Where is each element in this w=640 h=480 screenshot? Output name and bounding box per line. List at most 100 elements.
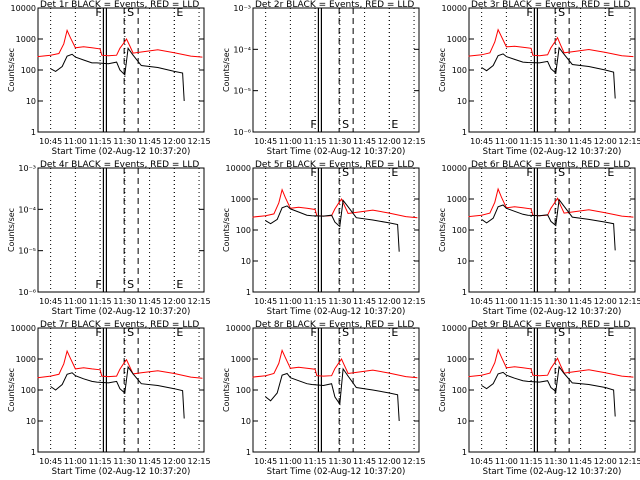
x-tick-label: 11:45: [569, 457, 592, 466]
x-tick-label: 11:00: [64, 457, 87, 466]
x-axis-label: Start Time (02-Aug-12 10:37:20): [267, 147, 406, 157]
x-tick-label: 11:45: [138, 137, 161, 146]
y-tick-label: 10⁻⁶: [18, 288, 36, 297]
marker-F-label: F: [526, 326, 532, 339]
series-lld-line: [468, 348, 634, 378]
marker-F-label: F: [95, 278, 101, 291]
y-tick-label: 1: [31, 128, 36, 137]
x-tick-label: 10:45: [254, 457, 277, 466]
plot-frame: [37, 7, 205, 133]
marker-E-label: E: [391, 118, 398, 131]
marker-E-label: E: [391, 166, 398, 179]
y-tick-label: 10000: [11, 324, 36, 333]
marker-S-label: S: [558, 166, 565, 179]
x-axis-label: Start Time (02-Aug-12 10:37:20): [52, 467, 191, 477]
y-tick-label: 10000: [11, 4, 36, 13]
chart-title: Det 2r BLACK = Events, RED = LLD: [255, 0, 414, 10]
x-tick-label: 12:15: [619, 297, 640, 306]
marker-S-label: S: [342, 166, 349, 179]
x-tick-label: 11:30: [113, 297, 136, 306]
chart-title: Det 6r BLACK = Events, RED = LLD: [471, 160, 630, 170]
y-tick-label: 1000: [447, 195, 467, 204]
x-axis-label: Start Time (02-Aug-12 10:37:20): [483, 307, 622, 317]
x-tick-label: 11:00: [64, 137, 87, 146]
y-tick-label: 100: [452, 66, 467, 75]
x-axis-label: Start Time (02-Aug-12 10:37:20): [267, 467, 406, 477]
x-axis-label: Start Time (02-Aug-12 10:37:20): [483, 147, 622, 157]
y-axis-label: Counts/sec: [222, 208, 231, 252]
y-tick-label: 1: [31, 448, 36, 457]
x-axis-label: Start Time (02-Aug-12 10:37:20): [52, 147, 191, 157]
x-tick-label: 11:15: [304, 137, 327, 146]
x-tick-label: 12:00: [594, 457, 617, 466]
marker-S-label: S: [127, 6, 134, 19]
x-tick-label: 11:45: [353, 137, 376, 146]
x-tick-label: 11:15: [520, 137, 543, 146]
series-events-line: [50, 365, 185, 419]
marker-E-label: E: [176, 6, 183, 19]
x-tick-label: 11:45: [138, 297, 161, 306]
x-tick-label: 11:45: [569, 137, 592, 146]
x-tick-label: 11:15: [520, 457, 543, 466]
chart-panel-8: Det 8r BLACK = Events, RED = LLD 10:45 11:…: [222, 320, 426, 477]
x-tick-label: 12:15: [188, 457, 211, 466]
y-tick-label: 10000: [226, 324, 251, 333]
y-tick-label: 10⁻⁶: [233, 128, 251, 137]
x-tick-label: 10:45: [39, 457, 62, 466]
marker-E-label: E: [607, 6, 614, 19]
x-tick-label: 12:15: [403, 297, 426, 306]
y-tick-label: 100: [236, 386, 251, 395]
y-tick-label: 100: [21, 66, 36, 75]
x-axis-label: Start Time (02-Aug-12 10:37:20): [483, 467, 622, 477]
x-tick-label: 11:00: [495, 297, 518, 306]
x-tick-label: 12:00: [163, 297, 186, 306]
x-tick-label: 12:00: [163, 457, 186, 466]
marker-F-label: F: [310, 118, 316, 131]
y-tick-label: 1: [462, 448, 467, 457]
y-axis-label: Counts/sec: [7, 368, 16, 412]
x-tick-label: 11:30: [544, 297, 567, 306]
x-tick-label: 11:00: [279, 137, 302, 146]
x-tick-label: 11:30: [113, 457, 136, 466]
x-tick-label: 11:30: [328, 457, 351, 466]
x-tick-label: 12:00: [378, 137, 401, 146]
y-tick-label: 1000: [231, 355, 251, 364]
x-tick-label: 12:15: [403, 137, 426, 146]
y-axis-label: Counts/sec: [438, 208, 447, 252]
chart-title: Det 8r BLACK = Events, RED = LLD: [255, 320, 414, 330]
x-tick-label: 10:45: [254, 137, 277, 146]
marker-E-label: E: [607, 326, 614, 339]
marker-F-label: F: [95, 6, 101, 19]
series-events-line: [265, 199, 400, 252]
chart-title: Det 1r BLACK = Events, RED = LLD: [40, 0, 199, 10]
y-tick-label: 10: [241, 257, 251, 266]
x-tick-label: 11:45: [569, 297, 592, 306]
y-tick-label: 1: [462, 128, 467, 137]
y-tick-label: 1000: [16, 35, 36, 44]
plot-frame: [252, 167, 420, 293]
y-tick-label: 10: [26, 417, 36, 426]
y-axis-label: Counts/sec: [438, 48, 447, 92]
y-tick-label: 100: [452, 226, 467, 235]
x-tick-label: 11:30: [113, 137, 136, 146]
x-tick-label: 10:45: [470, 137, 493, 146]
y-tick-label: 10: [457, 257, 467, 266]
y-tick-label: 10: [241, 417, 251, 426]
x-tick-label: 11:15: [89, 457, 112, 466]
series-lld-line: [468, 187, 634, 218]
x-tick-label: 11:15: [89, 137, 112, 146]
marker-F-label: F: [95, 326, 101, 339]
x-tick-label: 12:15: [403, 457, 426, 466]
x-tick-label: 11:30: [544, 137, 567, 146]
x-tick-label: 12:15: [619, 137, 640, 146]
marker-F-label: F: [310, 166, 316, 179]
series-lld-line: [252, 188, 418, 219]
marker-S-label: S: [342, 326, 349, 339]
x-axis-label: Start Time (02-Aug-12 10:37:20): [52, 307, 191, 317]
x-tick-label: 11:15: [520, 297, 543, 306]
y-tick-label: 100: [21, 386, 36, 395]
